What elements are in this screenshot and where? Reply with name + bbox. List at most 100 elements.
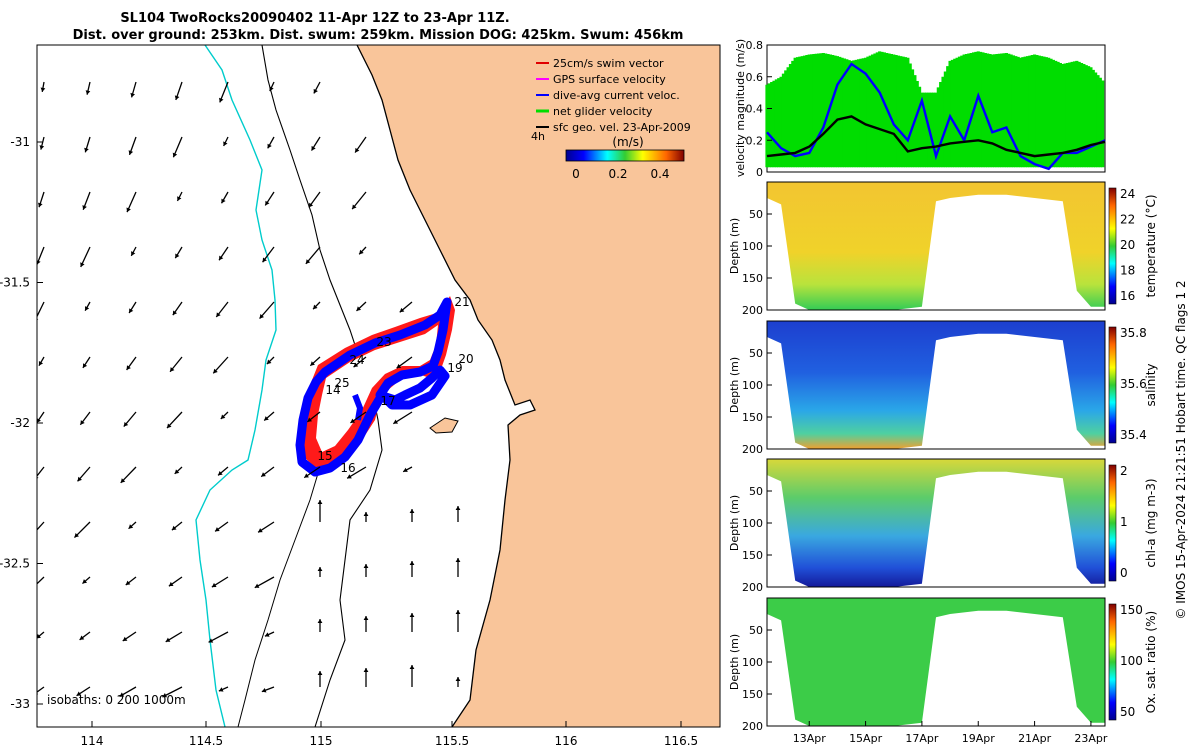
surface-velocity-arrowhead [211, 582, 217, 588]
section-data-area [767, 321, 1105, 449]
section-ylabel: Depth (m) [728, 218, 741, 274]
time-x-tick-label: 17Apr [905, 732, 939, 745]
surface-velocity-arrowhead [259, 314, 265, 319]
section-y-tick-label: 100 [742, 517, 763, 530]
velocity-panel: 0 0.2 0.4 0.6 0.8 velocity magnitude (m/s) [734, 39, 1106, 179]
time-x-axis: 13Apr 15Apr 17Apr 19Apr 21Apr 23Apr [793, 721, 1108, 745]
velocity-y-axis: 0 0.2 0.4 0.6 0.8 [746, 39, 772, 179]
day-label: 23 [376, 335, 391, 349]
velocity-y-tick-label: 0 [756, 166, 763, 179]
section-colorbar-tick: 22 [1120, 213, 1135, 227]
surface-velocity-arrowhead [409, 665, 415, 669]
section-y-tick-label: 100 [742, 240, 763, 253]
legend-swim-label: 25cm/s swim vector [553, 57, 664, 70]
section-ylabel: Depth (m) [728, 634, 741, 690]
surface-velocity-arrowhead [172, 152, 178, 158]
section-y-tick-label: 200 [742, 443, 763, 456]
map-y-tick-label: -31.5 [0, 276, 30, 290]
map-y-axis: -31 -31.5 -32 -32.5 -33 [0, 135, 43, 711]
surface-velocity-arrowhead [313, 88, 318, 94]
track-branch [352, 393, 364, 421]
surface-velocity-arrowhead [37, 260, 41, 265]
island [429, 417, 459, 434]
surface-velocity-arrowhead [409, 613, 415, 617]
section-colorbar-tick: 35.8 [1120, 326, 1147, 340]
legend-net-label: net glider velocity [553, 105, 653, 118]
section-colorbar [1108, 464, 1117, 582]
section-y-tick-label: 200 [742, 581, 763, 594]
velocity-y-tick-label: 0.6 [746, 71, 764, 84]
surface-velocity-arrowhead [269, 86, 274, 92]
surface-velocity-arrowhead [218, 687, 224, 692]
surface-velocity-arrowhead [119, 692, 125, 697]
day-label: 25 [334, 376, 349, 390]
section-data-area [767, 459, 1105, 587]
section-colorbar-tick: 150 [1120, 603, 1143, 617]
legend-dive-label: dive-avg current veloc. [553, 89, 680, 102]
time-x-tick-label: 23Apr [1074, 732, 1108, 745]
section-colorbar-label: Ox. sat. ratio (%) [1144, 611, 1158, 713]
section-y-tick-label: 50 [749, 208, 763, 221]
section-colorbar-tick: 35.6 [1120, 377, 1147, 391]
surface-velocity-arrowhead [356, 306, 362, 311]
day-label: 20 [458, 352, 473, 366]
imos-note: © IMOS 15-Apr-2024 21:21:51 Hobart time.… [1174, 280, 1188, 619]
section-colorbar-tick: 20 [1120, 238, 1135, 252]
section-colorbar-label: chl-a (mg m-3) [1144, 478, 1158, 567]
surface-velocity-arrowhead [128, 150, 134, 155]
map-x-axis: 114 114.5 115 115.5 116 116.5 [81, 721, 698, 748]
surface-velocity-arrowhead [254, 583, 260, 588]
section-colorbar-label: temperature (°C) [1144, 195, 1158, 298]
section-data-area [767, 182, 1105, 310]
surface-velocity-arrowhead [38, 202, 43, 208]
surface-velocity-arrowhead [455, 677, 461, 681]
time-x-tick-label: 13Apr [793, 732, 827, 745]
surface-velocity-arrowhead [267, 143, 272, 149]
surface-velocity-arrowhead [84, 147, 89, 153]
surface-velocity-arrowhead [396, 363, 402, 369]
section-colorbar [1108, 326, 1117, 444]
section-colorbar [1108, 187, 1117, 305]
surface-velocity-arrowhead [28, 588, 33, 593]
surface-velocity-arrowhead [82, 205, 87, 210]
surface-velocity-arrowhead [363, 616, 369, 620]
isobath-1000-line [195, 45, 277, 727]
map-x-tick-label: 114.5 [189, 734, 223, 748]
surface-velocity-arrowhead [219, 97, 224, 103]
surface-velocity-arrowhead [265, 200, 270, 206]
surface-velocity-arrowhead [125, 580, 131, 586]
time-x-tick-label: 19Apr [962, 732, 996, 745]
surface-velocity-arrowhead [219, 255, 224, 261]
velocity-y-tick-label: 0.8 [746, 39, 764, 52]
surface-velocity-arrowhead [262, 257, 267, 263]
section-panel: 50 100 150 200 Depth (m) 0 1 2 chl-a (mg m-3) [728, 458, 1158, 594]
surface-velocity-arrowhead [311, 145, 316, 151]
velocity-series-line [766, 115, 1106, 158]
surface-velocity-arrow [37, 301, 45, 318]
section-y-tick-label: 200 [742, 720, 763, 733]
section-panel: 50 100 150 200 Depth (m) 35.4 35.6 35.8 salinity [728, 320, 1158, 456]
surface-velocity-arrowhead [261, 687, 267, 693]
velocity-series-line [766, 62, 1106, 171]
section-y-tick-label: 50 [749, 624, 763, 637]
surface-velocity-arrowhead [216, 312, 221, 317]
day-label: 14 [325, 383, 340, 397]
surface-velocity-arrowhead [305, 259, 311, 264]
surface-velocity-arrowhead [317, 567, 323, 571]
day-label: 16 [340, 461, 355, 475]
surface-velocity-arrowhead [38, 360, 44, 366]
section-y-tick-label: 150 [742, 411, 763, 424]
legend-note-4h: 4h [531, 130, 545, 143]
surface-velocity-arrowhead [350, 418, 356, 423]
section-y-tick-label: 50 [749, 485, 763, 498]
map-y-tick-label: -32 [10, 416, 30, 430]
surface-velocity-arrowhead [126, 365, 131, 370]
surface-velocity-arrowhead [310, 361, 315, 366]
velocity-ylabel: velocity magnitude (m/s) [734, 39, 747, 177]
surface-velocity-arrowhead [174, 469, 180, 474]
surface-velocity-arrowhead [355, 147, 360, 153]
surface-velocity-arrowhead [84, 306, 90, 311]
surface-velocity-arrowhead [129, 308, 134, 314]
